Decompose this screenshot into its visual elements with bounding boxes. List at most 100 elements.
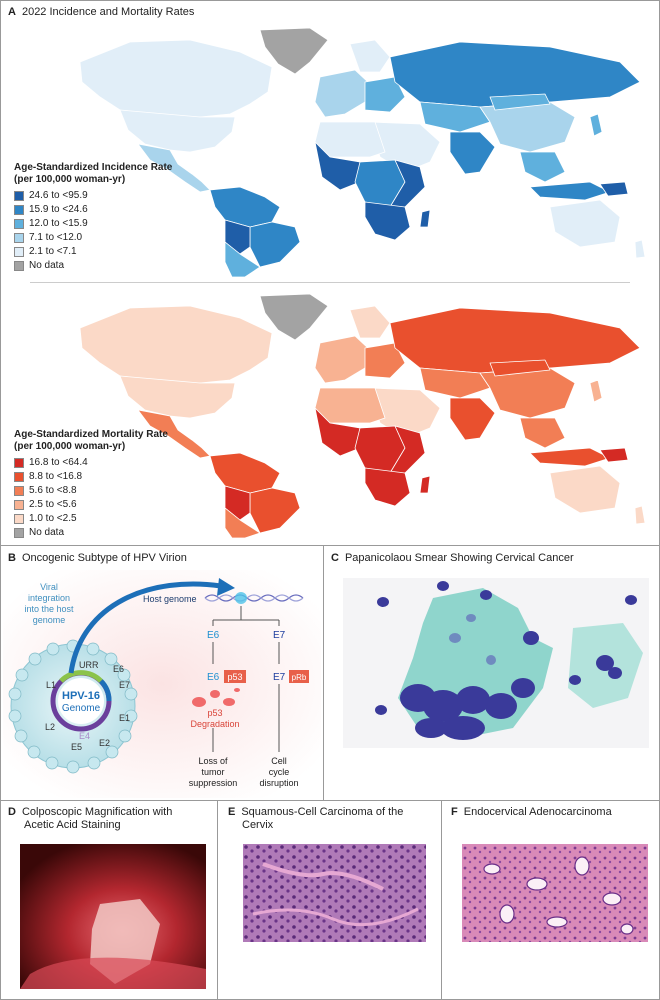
australia <box>549 199 621 248</box>
russia <box>389 41 641 108</box>
scandinavia <box>349 39 391 73</box>
bolivia-paraguay <box>224 485 251 521</box>
mortality-legend-item: No data <box>14 526 168 540</box>
viral-integration-text: Viral <box>40 582 58 592</box>
indonesia <box>529 181 611 201</box>
genome-label: Genome <box>62 703 101 714</box>
gene-l2: L2 <box>45 722 55 732</box>
mortality-legend-item: 2.5 to <5.6 <box>14 498 168 512</box>
madagascar <box>419 475 431 494</box>
incidence-legend-item: No data <box>14 259 172 273</box>
viral-integration-text: into the host <box>24 604 74 614</box>
south-america-north <box>209 452 281 494</box>
middle-east <box>369 121 441 173</box>
russia <box>389 307 641 374</box>
mortality-legend: Age-Standardized Mortality Rate (per 100,… <box>14 429 168 540</box>
pap-smear-image <box>343 578 649 748</box>
mortality-legend-item: 1.0 to <2.5 <box>14 512 168 526</box>
panel-d-title: D Colposcopic Magnification with Acetic A… <box>8 806 173 831</box>
incidence-legend-item: 24.6 to <95.9 <box>14 189 172 203</box>
gene-urr: URR <box>79 660 99 670</box>
japan <box>589 379 603 403</box>
colposcopy-image <box>20 844 206 989</box>
new-zealand <box>634 239 646 259</box>
europe-east <box>364 76 406 113</box>
brazil <box>249 487 301 534</box>
north-africa <box>314 121 386 158</box>
incidence-legend-item: 2.1 to <7.1 <box>14 245 172 259</box>
p53-badge: p53 <box>227 672 242 682</box>
loss-text: suppression <box>189 778 238 788</box>
e6-bound-label: E6 <box>207 672 220 683</box>
canada <box>79 39 273 119</box>
mongolia <box>489 359 551 377</box>
hpv-diagram: HPV-16 Genome URR E6 E7 E1 E2 E4 E5 L2 L… <box>3 570 321 798</box>
china <box>479 101 576 153</box>
europe-west <box>314 335 371 384</box>
mortality-legend-item: 8.8 to <16.8 <box>14 470 168 484</box>
e6-label: E6 <box>207 630 220 641</box>
panel-c-title: C Papanicolaou Smear Showing Cervical Can… <box>331 552 574 564</box>
scandinavia <box>349 305 391 339</box>
mongolia <box>489 93 551 111</box>
argentina-chile <box>224 241 261 277</box>
mortality-map <box>79 293 646 538</box>
panel-f-title: F Endocervical Adenocarcinoma <box>451 806 612 818</box>
bolivia-paraguay <box>224 219 251 255</box>
north-africa <box>314 387 386 424</box>
dna-helix <box>204 594 304 602</box>
integration-arrow <box>68 581 222 674</box>
kazakhstan <box>419 367 491 399</box>
e7-label: E7 <box>273 630 286 641</box>
e7-bound-label: E7 <box>273 672 286 683</box>
host-genome-label: Host genome <box>143 594 197 604</box>
panel-b-title: B Oncogenic Subtype of HPV Virion <box>8 552 187 564</box>
greenland <box>259 27 329 75</box>
map-divider <box>30 282 630 283</box>
panel-a-title: A 2022 Incidence and Mortality Rates <box>8 6 195 18</box>
cell-cycle-text: disruption <box>259 778 298 788</box>
usa <box>119 375 236 419</box>
incidence-map <box>79 27 646 277</box>
prb-badge: pRb <box>292 673 307 682</box>
hpv16-label: HPV-16 <box>62 690 100 702</box>
madagascar <box>419 209 431 228</box>
mortality-legend-item: 5.6 to <8.8 <box>14 484 168 498</box>
viral-integration-text: genome <box>33 615 66 625</box>
incidence-legend-item: 12.0 to <15.9 <box>14 217 172 231</box>
incidence-legend: Age-Standardized Incidence Rate (per 100,… <box>14 162 173 273</box>
p53-degradation-text: Degradation <box>190 719 239 729</box>
gene-l1: L1 <box>46 680 56 690</box>
south-america-north <box>209 186 281 228</box>
gene-e5: E5 <box>71 742 82 752</box>
loss-text: tumor <box>201 767 224 777</box>
canada <box>79 305 273 385</box>
loss-text: Loss of <box>198 756 228 766</box>
p53-degradation-text: p53 <box>207 708 222 718</box>
new-zealand <box>634 505 646 525</box>
png <box>599 181 629 197</box>
europe-west <box>314 69 371 118</box>
viral-integration-text: integration <box>28 593 70 603</box>
southern-africa <box>364 201 411 241</box>
adenocarcinoma-image <box>462 844 648 942</box>
gene-e4: E4 <box>79 731 90 741</box>
squamous-carcinoma-image <box>243 844 426 942</box>
incidence-legend-item: 15.9 to <24.6 <box>14 203 172 217</box>
gene-e7: E7 <box>119 680 130 690</box>
japan <box>589 113 603 137</box>
incidence-legend-item: 7.1 to <12.0 <box>14 231 172 245</box>
mortality-legend-item: 16.8 to <64.4 <box>14 456 168 470</box>
china <box>479 367 576 419</box>
p53-fragments <box>192 688 240 707</box>
europe-east <box>364 342 406 379</box>
southern-africa <box>364 467 411 507</box>
cell-cycle-text: cycle <box>269 767 290 777</box>
png <box>599 447 629 463</box>
panel-e-title: E Squamous-Cell Carcinoma of the Cervix <box>228 806 404 831</box>
middle-east <box>369 387 441 439</box>
gene-e1: E1 <box>119 713 130 723</box>
gene-e2: E2 <box>99 738 110 748</box>
greenland <box>259 293 329 341</box>
gene-e6: E6 <box>113 664 124 674</box>
